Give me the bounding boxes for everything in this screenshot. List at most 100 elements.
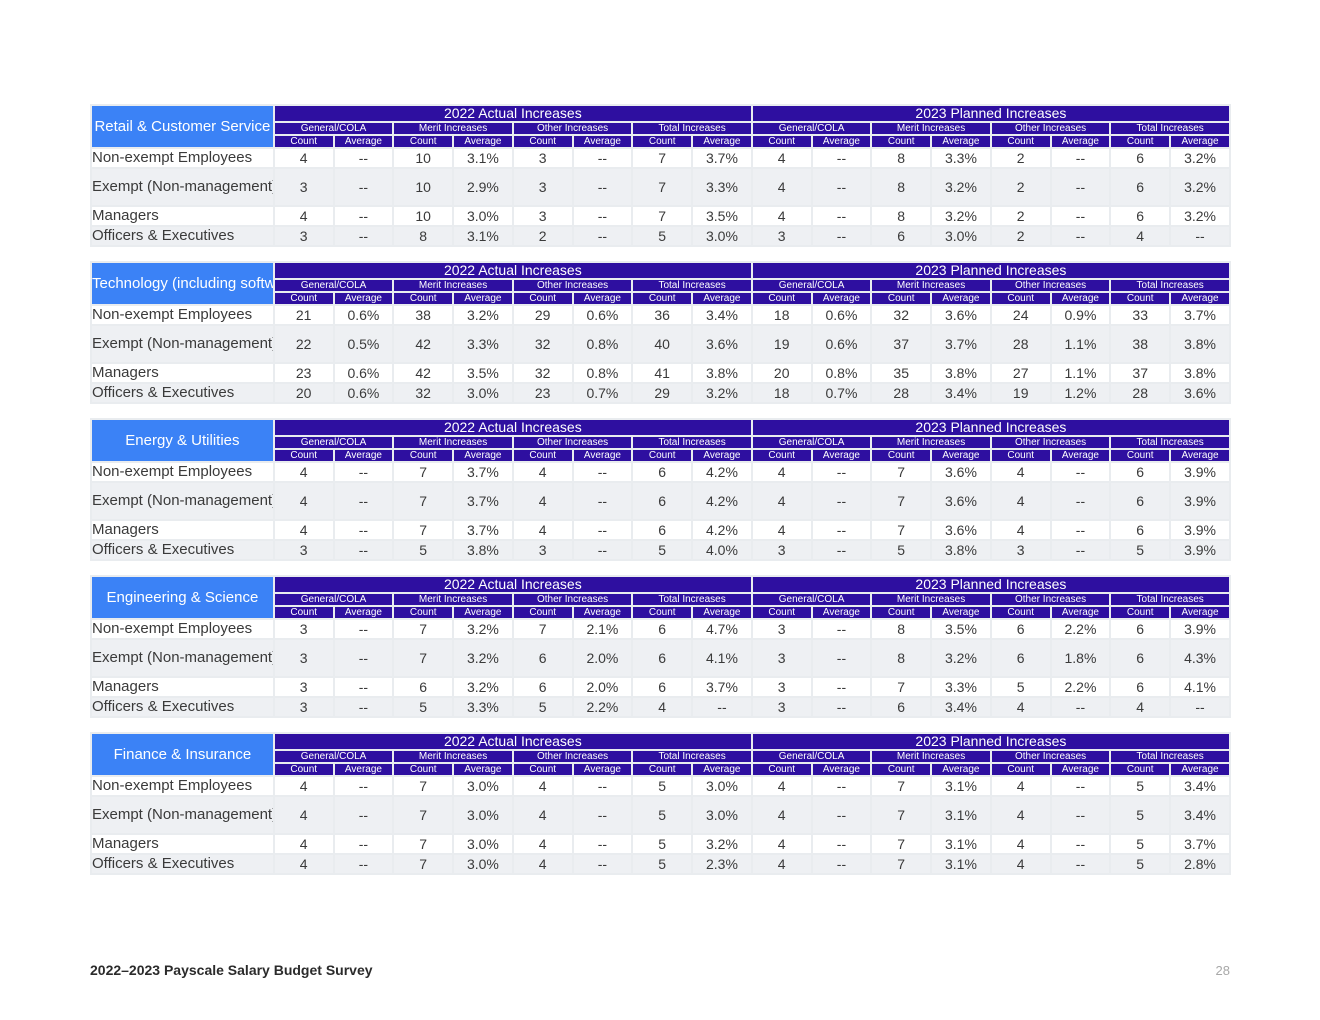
data-cell: --: [1171, 698, 1229, 716]
column-header-count: Count: [1111, 293, 1170, 304]
data-cell: 4: [752, 521, 811, 539]
data-cell: 4: [274, 797, 333, 833]
data-cell: 4: [274, 483, 333, 519]
subgroup-header: Total Increases: [633, 437, 751, 448]
data-cell: 3.6%: [693, 326, 751, 362]
data-cell: 3.2%: [1171, 149, 1229, 167]
data-cell: 3.9%: [1171, 521, 1229, 539]
row-label: Officers & Executives: [92, 541, 273, 559]
data-cell: 3.1%: [454, 227, 512, 245]
data-cell: 2: [991, 169, 1050, 205]
industry-title: Technology (including software): [92, 263, 273, 304]
row-label: Officers & Executives: [92, 855, 273, 873]
data-cell: 3.6%: [932, 463, 990, 481]
data-cell: 37: [872, 326, 931, 362]
table-row: Managers 4 -- 7 3.0% 4 -- 5 3.2% 4 -- 7 3.1% 4 -- 5 3.7%: [92, 835, 1229, 853]
data-cell: 3.3%: [454, 326, 512, 362]
column-header-count: Count: [513, 607, 572, 618]
group-header-2023: 2023 Planned Increases: [752, 734, 1229, 749]
data-cell: 3.0%: [454, 207, 512, 225]
data-cell: 4: [274, 207, 333, 225]
data-cell: 32: [394, 384, 453, 402]
data-cell: --: [334, 149, 393, 167]
data-cell: 19: [752, 326, 811, 362]
subgroup-header: Total Increases: [1111, 751, 1229, 762]
data-cell: 3.1%: [454, 149, 512, 167]
column-header-count: Count: [1111, 764, 1170, 775]
data-cell: --: [573, 227, 632, 245]
subgroup-header: Merit Increases: [872, 751, 990, 762]
data-cell: 4: [513, 835, 572, 853]
subgroup-header: General/COLA: [752, 280, 871, 291]
industry-table: Technology (including software)2022 Actu…: [90, 261, 1231, 404]
data-cell: 4: [513, 483, 572, 519]
table-row: Exempt (Non-management) Employees3--102.…: [92, 169, 1229, 205]
data-cell: 2.9%: [454, 169, 512, 205]
data-cell: --: [573, 797, 632, 833]
data-cell: 0.5%: [334, 326, 393, 362]
data-cell: 6: [633, 483, 692, 519]
table-row: Officers & Executives 4 -- 7 3.0% 4 -- 5 2.3% 4 --…: [92, 855, 1229, 873]
column-header-count: Count: [872, 607, 931, 618]
data-cell: 3.5%: [932, 620, 990, 638]
data-cell: 4: [513, 521, 572, 539]
data-cell: 4: [513, 797, 572, 833]
data-cell: 4.7%: [693, 620, 751, 638]
column-header-average: Average: [454, 450, 512, 461]
data-cell: 6: [1111, 620, 1170, 638]
data-cell: 6: [513, 640, 572, 676]
data-cell: 7: [513, 620, 572, 638]
data-cell: 5: [633, 777, 692, 795]
column-header-average: Average: [1171, 764, 1229, 775]
data-cell: 6: [633, 463, 692, 481]
footer-title: 2022–2023 Payscale Salary Budget Survey: [90, 962, 373, 978]
column-header-count: Count: [394, 450, 453, 461]
subgroup-header: Other Increases: [513, 437, 632, 448]
data-cell: --: [334, 207, 393, 225]
data-cell: 20: [274, 384, 333, 402]
table-row: Non-exempt Employees 21 0.6% 38 3.2% 29 0.6% 36…: [92, 306, 1229, 324]
column-header-count: Count: [752, 764, 811, 775]
data-cell: --: [334, 169, 393, 205]
data-cell: 3.3%: [454, 698, 512, 716]
column-header-count: Count: [394, 764, 453, 775]
data-cell: 20: [752, 364, 811, 382]
subgroup-header: General/COLA: [752, 751, 871, 762]
data-cell: --: [573, 207, 632, 225]
data-cell: --: [812, 620, 871, 638]
column-header-average: Average: [1171, 136, 1229, 147]
data-cell: 3.3%: [932, 678, 990, 696]
column-header-count: Count: [513, 293, 572, 304]
row-label: Non-exempt Employees: [92, 306, 273, 324]
data-cell: 5: [991, 678, 1050, 696]
column-header-count: Count: [394, 136, 453, 147]
data-cell: 0.6%: [812, 306, 871, 324]
data-cell: 29: [633, 384, 692, 402]
data-cell: 18: [752, 384, 811, 402]
data-cell: 1.1%: [1051, 326, 1110, 362]
data-cell: 4: [752, 149, 811, 167]
data-cell: 3.0%: [693, 777, 751, 795]
data-cell: 4.2%: [693, 483, 751, 519]
data-cell: 6: [872, 227, 931, 245]
group-header-2023: 2023 Planned Increases: [752, 420, 1229, 435]
data-cell: --: [1051, 207, 1110, 225]
data-cell: 5: [633, 797, 692, 833]
subgroup-header: Total Increases: [1111, 437, 1229, 448]
data-cell: 5: [633, 835, 692, 853]
data-cell: 0.8%: [573, 364, 632, 382]
data-cell: 6: [1111, 678, 1170, 696]
data-cell: 3.8%: [693, 364, 751, 382]
data-cell: 2.0%: [573, 640, 632, 676]
table-row: Non-exempt Employees 4 -- 10 3.1% 3 -- 7 3.7% 4 --…: [92, 149, 1229, 167]
subgroup-header: Other Increases: [991, 123, 1110, 134]
column-header-average: Average: [932, 293, 990, 304]
data-cell: 7: [872, 521, 931, 539]
data-cell: 6: [633, 620, 692, 638]
data-cell: 6: [633, 678, 692, 696]
data-cell: 1.1%: [1051, 364, 1110, 382]
subgroup-header: Merit Increases: [872, 280, 990, 291]
data-cell: --: [573, 169, 632, 205]
data-cell: 3.7%: [693, 149, 751, 167]
data-cell: 0.8%: [812, 364, 871, 382]
